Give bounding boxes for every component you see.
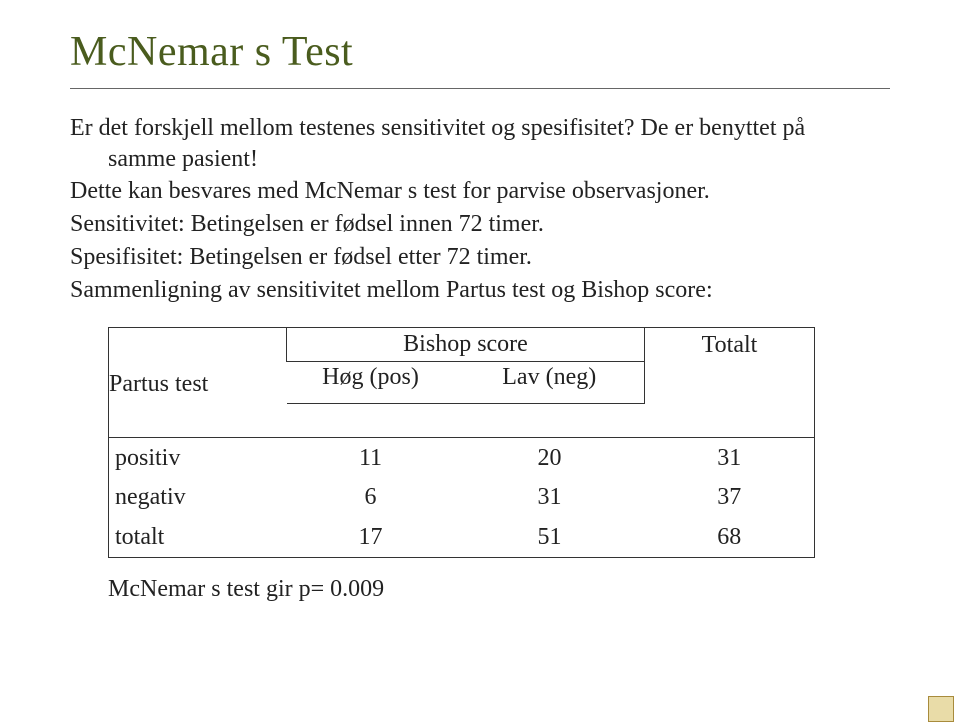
- table-header-row-1: Partus test Bishop score Totalt: [109, 328, 815, 362]
- body-line-2: Dette kan besvares med McNemar s test fo…: [70, 176, 890, 207]
- cell: 31: [455, 478, 645, 518]
- page-title: McNemar s Test: [70, 28, 890, 76]
- subcol-2: Lav (neg): [455, 362, 645, 404]
- table-row: positiv 11 20 31: [109, 438, 815, 478]
- footer-text: McNemar s test gir p= 0.009: [108, 576, 890, 603]
- table: Partus test Bishop score Totalt Høg (pos…: [108, 327, 815, 558]
- table-row: negativ 6 31 37: [109, 478, 815, 518]
- cell: 20: [455, 438, 645, 478]
- title-underline: [70, 88, 890, 89]
- row-header-label: Partus test: [109, 328, 287, 404]
- cell: 17: [287, 518, 455, 558]
- row-label: totalt: [109, 518, 287, 558]
- table-row: totalt 17 51 68: [109, 518, 815, 558]
- corner-decoration-icon: [928, 696, 954, 722]
- cell: 51: [455, 518, 645, 558]
- body-line-5: Sammenligning av sensitivitet mellom Par…: [70, 275, 890, 306]
- slide: McNemar s Test Er det forskjell mellom t…: [0, 0, 960, 633]
- cell: 6: [287, 478, 455, 518]
- body-line-1a: Er det forskjell mellom testenes sensiti…: [70, 115, 805, 141]
- cell: 68: [645, 518, 815, 558]
- row-label: negativ: [109, 478, 287, 518]
- body-line-4: Spesifisitet: Betingelsen er fødsel ette…: [70, 242, 890, 273]
- body-paragraph-1: Er det forskjell mellom testenes sensiti…: [70, 113, 890, 174]
- comparison-table: Partus test Bishop score Totalt Høg (pos…: [108, 327, 890, 558]
- body-line-3: Sensitivitet: Betingelsen er fødsel inne…: [70, 209, 890, 240]
- cell: 11: [287, 438, 455, 478]
- group-header: Bishop score: [287, 328, 645, 362]
- cell: 31: [645, 438, 815, 478]
- cell: 37: [645, 478, 815, 518]
- subcol-1: Høg (pos): [287, 362, 455, 404]
- total-header: Totalt: [645, 328, 815, 404]
- row-label: positiv: [109, 438, 287, 478]
- body-line-1b: samme pasient!: [70, 144, 890, 175]
- table-spacer-row: [109, 404, 815, 438]
